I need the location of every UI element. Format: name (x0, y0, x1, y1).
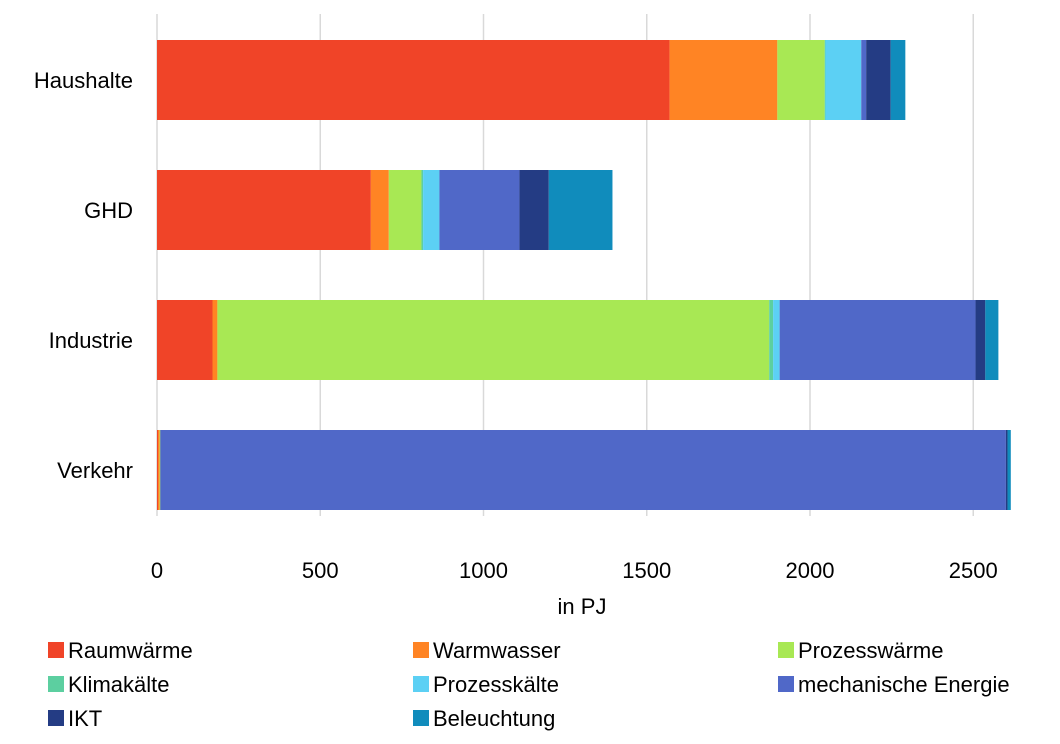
category-label-industrie: Industrie (49, 328, 133, 353)
legend-swatch-2 (778, 642, 794, 658)
bar-haushalte-series-1 (669, 40, 778, 120)
legend-label-5: mechanische Energie (798, 672, 1010, 697)
bar-industrie-series-6 (975, 300, 986, 380)
legend-swatch-0 (48, 642, 64, 658)
bar-industrie-series-1 (212, 300, 218, 380)
legend-label-7: Beleuchtung (433, 706, 555, 731)
legend-label-2: Prozesswärme (798, 638, 943, 663)
bar-haushalte-series-7 (890, 40, 906, 120)
bar-ghd-series-5 (439, 170, 520, 250)
bar-industrie-series-7 (985, 300, 999, 380)
x-tick-label-1000: 1000 (459, 558, 508, 583)
bar-haushalte-series-0 (157, 40, 670, 120)
legend-swatch-1 (413, 642, 429, 658)
bar-industrie-series-0 (157, 300, 213, 380)
bar-industrie-series-3 (769, 300, 774, 380)
bar-ghd-series-3 (421, 170, 424, 250)
category-label-verkehr: Verkehr (57, 458, 133, 483)
x-tick-label-500: 500 (302, 558, 339, 583)
bar-industrie-series-2 (217, 300, 770, 380)
x-tick-label-0: 0 (151, 558, 163, 583)
bar-verkehr-series-6 (1005, 430, 1008, 510)
bar-verkehr-series-7 (1007, 430, 1011, 510)
bar-verkehr-series-5 (160, 430, 1006, 510)
legend-label-3: Klimakälte (68, 672, 169, 697)
bar-verkehr-series-1 (157, 430, 160, 510)
x-axis-title: in PJ (558, 594, 607, 619)
legend-swatch-7 (413, 710, 429, 726)
bar-haushalte-series-2 (777, 40, 825, 120)
legend-swatch-6 (48, 710, 64, 726)
bar-ghd-series-7 (548, 170, 613, 250)
legend-swatch-5 (778, 676, 794, 692)
x-tick-label-1500: 1500 (622, 558, 671, 583)
bar-ghd-series-6 (519, 170, 549, 250)
legend-label-6: IKT (68, 706, 102, 731)
bar-ghd-series-2 (388, 170, 422, 250)
bar-ghd-series-1 (370, 170, 389, 250)
bar-haushalte-series-3 (824, 40, 826, 120)
category-label-ghd: GHD (84, 198, 133, 223)
legend: Raumwärme Warmwasser Prozesswärme Klimakält… (48, 638, 1010, 731)
category-label-haushalte: Haushalte (34, 68, 133, 93)
bar-verkehr-series-0 (157, 430, 158, 510)
bar-ghd-series-0 (157, 170, 371, 250)
bar-haushalte-series-5 (861, 40, 867, 120)
bar-industrie-series-5 (779, 300, 976, 380)
category-labels: Haushalte GHD Industrie Verkehr (34, 68, 133, 483)
x-tick-label-2000: 2000 (786, 558, 835, 583)
legend-label-0: Raumwärme (68, 638, 193, 663)
x-tick-labels: 0 500 1000 1500 2000 2500 (151, 558, 998, 583)
legend-label-1: Warmwasser (433, 638, 561, 663)
bar-haushalte-series-4 (825, 40, 862, 120)
bar-industrie-series-4 (773, 300, 780, 380)
bar-verkehr-series-2 (159, 430, 161, 510)
x-tick-label-2500: 2500 (949, 558, 998, 583)
bar-ghd-series-4 (423, 170, 440, 250)
legend-label-4: Prozesskälte (433, 672, 559, 697)
bar-haushalte-series-6 (866, 40, 891, 120)
bars (157, 40, 1011, 510)
legend-swatch-4 (413, 676, 429, 692)
legend-swatch-3 (48, 676, 64, 692)
